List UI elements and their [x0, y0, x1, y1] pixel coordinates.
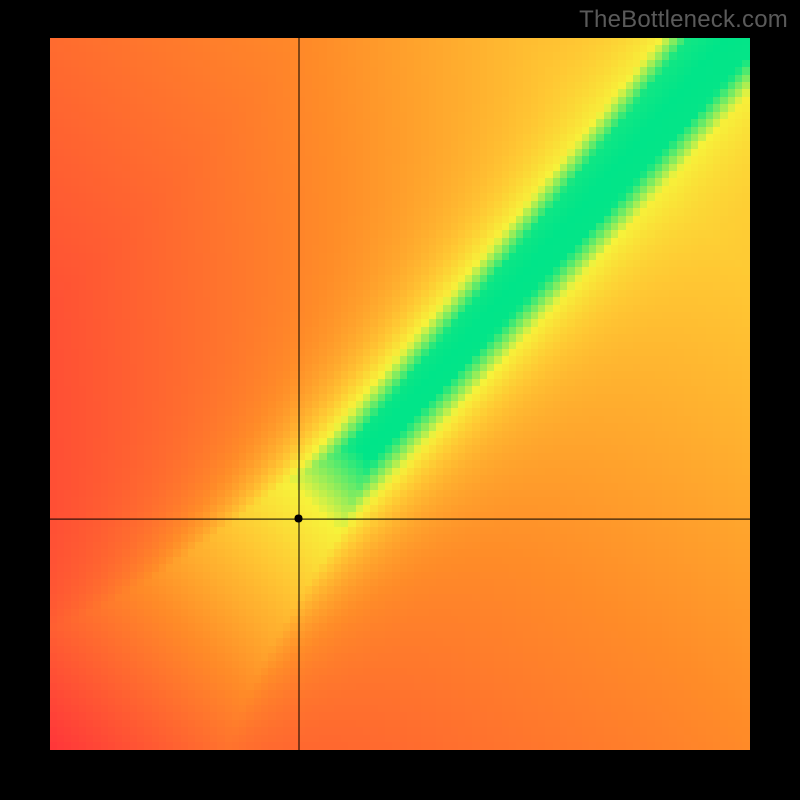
heatmap-canvas — [50, 38, 750, 750]
watermark-text: TheBottleneck.com — [579, 6, 788, 34]
chart-frame: TheBottleneck.com — [0, 0, 800, 800]
heatmap-plot-area — [50, 38, 750, 750]
